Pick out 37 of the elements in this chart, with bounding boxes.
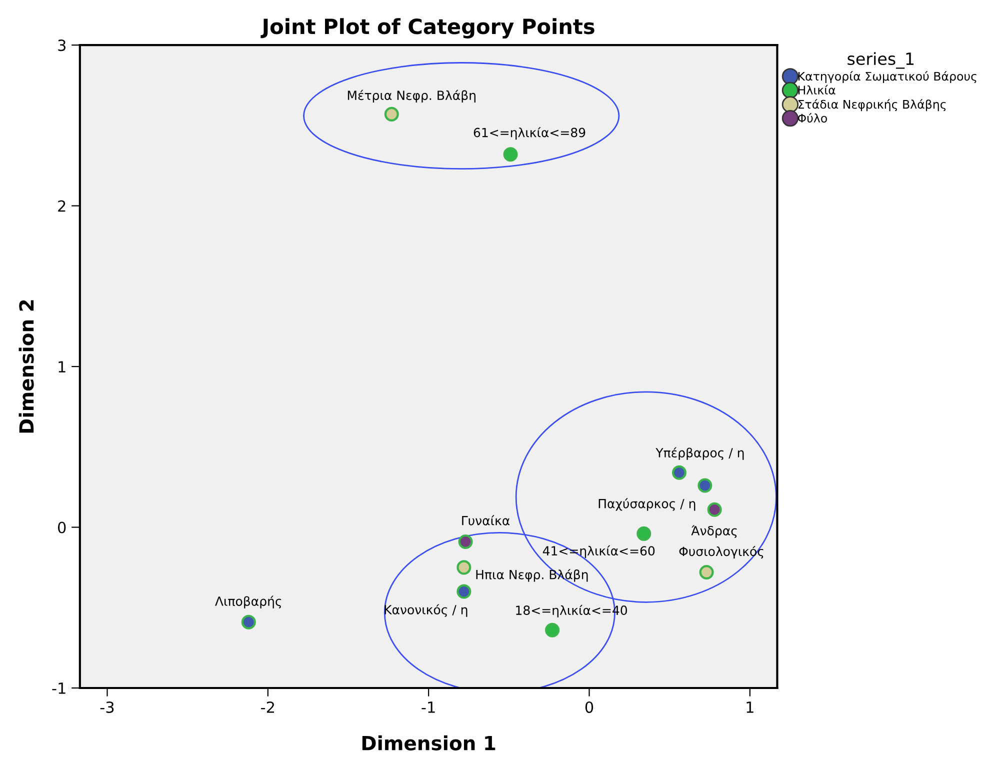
annotation: 61<=ηλικία<=89 — [474, 127, 586, 140]
legend-label: Κατηγορία Σωματικού Βάρους — [798, 71, 976, 84]
point — [672, 465, 686, 480]
legend-title: series_1 — [848, 52, 914, 69]
y-tick-label: 1 — [58, 361, 66, 372]
point — [458, 534, 473, 549]
point — [698, 478, 712, 493]
y-tick-label: -1 — [52, 682, 66, 694]
point — [384, 106, 399, 122]
y-tick-label: 2 — [58, 200, 66, 212]
annotation: Παχύσαρκος / η — [598, 498, 696, 511]
point — [456, 560, 472, 575]
y-tick-label: 3 — [58, 40, 66, 52]
point — [241, 614, 256, 630]
point — [636, 526, 652, 541]
annotation: Λιποβαρής — [215, 596, 282, 608]
y-tick-label: 0 — [58, 522, 66, 534]
x-axis-title: Dimension 1 — [362, 735, 496, 750]
point — [456, 584, 472, 599]
chart-title: Joint Plot of Category Points — [260, 18, 594, 38]
x-tick-label: -2 — [261, 701, 274, 713]
x-tick-label: 1 — [746, 702, 754, 713]
annotation: Γυναίκα — [462, 515, 510, 526]
legend-label: Φύλο — [798, 112, 827, 123]
point — [545, 622, 560, 638]
x-tick-label: -1 — [422, 702, 435, 713]
legend-label: Στάδια Νεφρικής Βλάβης — [798, 99, 946, 112]
point — [503, 147, 518, 162]
point — [707, 502, 722, 517]
point — [699, 565, 714, 580]
annotation: Υπέρβαρος / η — [656, 447, 744, 460]
annotation: Άνδρας — [691, 525, 737, 538]
x-tick-label: -3 — [100, 701, 114, 713]
legend-label: Ηλικία — [798, 84, 836, 95]
x-tick-label: 0 — [585, 701, 594, 713]
annotation: Μέτρια Νεφρ. Βλάβη — [348, 90, 476, 102]
y-axis-title: Dimension 2 — [18, 300, 34, 433]
